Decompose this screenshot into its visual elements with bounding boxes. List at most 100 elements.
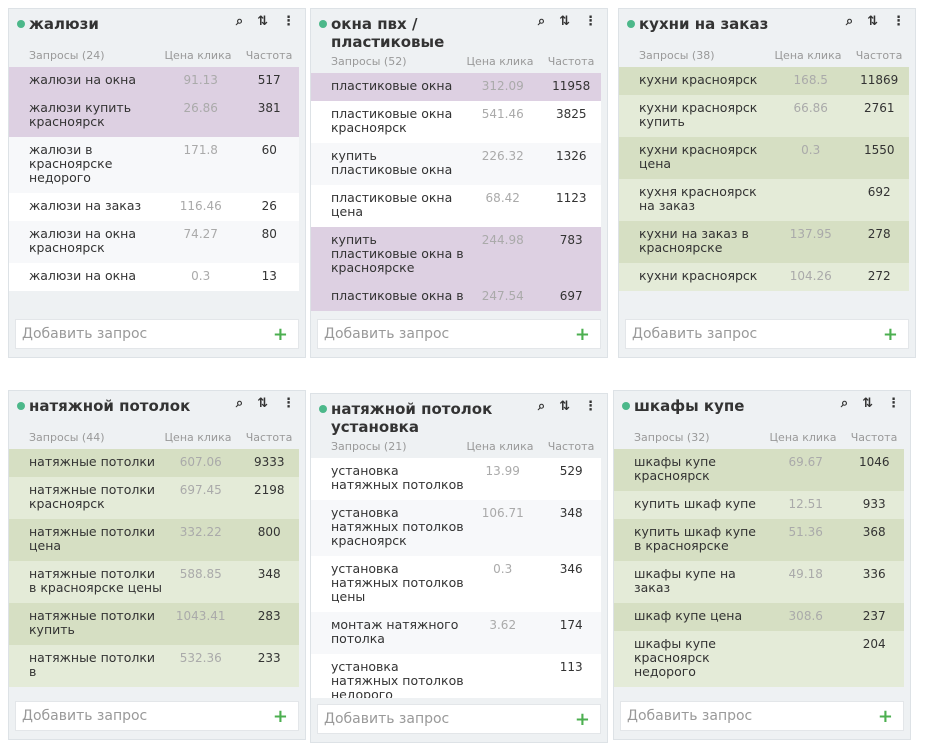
add-query-input[interactable]: Добавить запрос + [15, 319, 299, 349]
sort-icon[interactable]: ⇅ [257, 396, 268, 411]
table-row[interactable]: монтаж натяжного потолка 3.62 174 [311, 612, 601, 654]
col-frequency[interactable]: Частота [245, 431, 293, 444]
table-row[interactable]: купить шкаф купе 12.51 933 [614, 491, 904, 519]
frequency: 204 [862, 637, 886, 651]
table-row[interactable]: натяжные потолки в красноярске цены 588.… [9, 561, 299, 603]
table-row[interactable]: жалюзи купить красноярск 26.86 381 [9, 95, 299, 137]
table-row[interactable]: натяжные потолки в 532.36 233 [9, 645, 299, 687]
table-row[interactable]: шкафы купе красноярск недорого 204 [614, 631, 904, 687]
search-icon[interactable]: ⌕ [840, 396, 849, 411]
click-price: 168.5 [793, 73, 828, 87]
sort-icon[interactable]: ⇅ [862, 396, 873, 411]
table-row[interactable]: кухни красноярск 104.26 272 [619, 263, 909, 291]
col-price[interactable]: Цена клика [164, 49, 232, 62]
table-row[interactable]: шкаф купе цена 308.6 237 [614, 603, 904, 631]
table-row[interactable]: натяжные потолки 607.06 9333 [9, 449, 299, 477]
table-row[interactable]: купить пластиковые окна в красноярске 24… [311, 227, 601, 283]
more-menu-icon[interactable]: ⋮ [584, 399, 597, 414]
frequency: 348 [559, 506, 583, 520]
more-menu-icon[interactable]: ⋮ [282, 14, 295, 29]
group-title[interactable]: натяжной потолок [29, 397, 191, 415]
click-price [464, 660, 541, 698]
group-title[interactable]: окна пвх / пластиковые [331, 15, 445, 51]
col-price[interactable]: Цена клика [466, 55, 534, 68]
group-title[interactable]: натяжной потолок установка [331, 400, 493, 436]
column-headers: Запросы (52) Цена клика Частота [311, 51, 607, 73]
table-row[interactable]: жалюзи на окна 91.13 517 [9, 67, 299, 95]
col-queries[interactable]: Запросы (32) [634, 431, 710, 444]
table-row[interactable]: кухни красноярск купить 66.86 2761 [619, 95, 909, 137]
col-queries[interactable]: Запросы (44) [29, 431, 105, 444]
plus-icon[interactable]: + [272, 323, 288, 345]
table-row[interactable]: установка натяжных потолков недорого 113 [311, 654, 601, 698]
table-row[interactable]: купить шкаф купе в красноярске 51.36 368 [614, 519, 904, 561]
more-menu-icon[interactable]: ⋮ [584, 14, 597, 29]
plus-icon[interactable]: + [574, 708, 590, 730]
table-row[interactable]: пластиковые окна 312.09 11958 [311, 73, 601, 101]
table-row[interactable]: натяжные потолки красноярск 697.45 2198 [9, 477, 299, 519]
more-menu-icon[interactable]: ⋮ [887, 396, 900, 411]
col-queries[interactable]: Запросы (24) [29, 49, 105, 62]
sort-icon[interactable]: ⇅ [559, 14, 570, 29]
col-frequency[interactable]: Частота [850, 431, 898, 444]
table-row[interactable]: пластиковые окна в 247.54 697 [311, 283, 601, 311]
more-menu-icon[interactable]: ⋮ [892, 14, 905, 29]
search-icon[interactable]: ⌕ [537, 399, 546, 414]
col-price[interactable]: Цена клика [466, 440, 534, 453]
table-row[interactable]: кухни красноярск 168.5 11869 [619, 67, 909, 95]
col-price[interactable]: Цена клика [164, 431, 232, 444]
table-row[interactable]: жалюзи на окна красноярск 74.27 80 [9, 221, 299, 263]
query-text: кухни на заказ в красноярске [639, 226, 749, 255]
table-row[interactable]: кухни на заказ в красноярске 137.95 278 [619, 221, 909, 263]
table-row[interactable]: кухня красноярск на заказ 692 [619, 179, 909, 221]
search-icon[interactable]: ⌕ [537, 14, 546, 29]
add-query-input[interactable]: Добавить запрос + [317, 319, 601, 349]
group-title[interactable]: кухни на заказ [639, 15, 769, 33]
col-frequency[interactable]: Частота [547, 55, 595, 68]
table-row[interactable]: шкафы купе красноярск 69.67 1046 [614, 449, 904, 491]
add-query-input[interactable]: Добавить запрос + [625, 319, 909, 349]
table-row[interactable]: жалюзи на заказ 116.46 26 [9, 193, 299, 221]
group-title[interactable]: жалюзи [29, 15, 99, 33]
table-row[interactable]: жалюзи на окна 0.3 13 [9, 263, 299, 291]
add-query-input[interactable]: Добавить запрос + [620, 701, 904, 731]
query-text: пластиковые окна цена [331, 190, 453, 219]
table-row[interactable]: шкафы купе на заказ 49.18 336 [614, 561, 904, 603]
table-row[interactable]: жалюзи в красноярске недорого 171.8 60 [9, 137, 299, 193]
table-row[interactable]: пластиковые окна красноярск 541.46 3825 [311, 101, 601, 143]
frequency: 2761 [863, 101, 895, 115]
search-icon[interactable]: ⌕ [235, 14, 244, 29]
plus-icon[interactable]: + [272, 705, 288, 727]
table-row[interactable]: натяжные потолки купить 1043.41 283 [9, 603, 299, 645]
query-text: натяжные потолки красноярск [29, 482, 156, 511]
table-row[interactable]: натяжные потолки цена 332.22 800 [9, 519, 299, 561]
table-row[interactable]: установка натяжных потолков красноярск 1… [311, 500, 601, 556]
col-queries[interactable]: Запросы (38) [639, 49, 715, 62]
table-row[interactable]: купить пластиковые окна 226.32 1326 [311, 143, 601, 185]
col-queries[interactable]: Запросы (52) [331, 55, 407, 68]
col-frequency[interactable]: Частота [245, 49, 293, 62]
col-frequency[interactable]: Частота [547, 440, 595, 453]
plus-icon[interactable]: + [574, 323, 590, 345]
table-row[interactable]: установка натяжных потолков цены 0.3 346 [311, 556, 601, 612]
table-row[interactable]: пластиковые окна цена 68.42 1123 [311, 185, 601, 227]
group-title[interactable]: шкафы купе [634, 397, 745, 415]
more-menu-icon[interactable]: ⋮ [282, 396, 295, 411]
search-icon[interactable]: ⌕ [235, 396, 244, 411]
col-price[interactable]: Цена клика [769, 431, 837, 444]
plus-icon[interactable]: + [877, 705, 893, 727]
click-price: 1043.41 [175, 609, 226, 623]
add-query-placeholder: Добавить запрос [324, 326, 450, 342]
add-query-input[interactable]: Добавить запрос + [15, 701, 299, 731]
sort-icon[interactable]: ⇅ [867, 14, 878, 29]
table-row[interactable]: кухни красноярск цена 0.3 1550 [619, 137, 909, 179]
col-queries[interactable]: Запросы (21) [331, 440, 407, 453]
search-icon[interactable]: ⌕ [845, 14, 854, 29]
sort-icon[interactable]: ⇅ [559, 399, 570, 414]
plus-icon[interactable]: + [882, 323, 898, 345]
col-frequency[interactable]: Частота [855, 49, 903, 62]
table-row[interactable]: установка натяжных потолков 13.99 529 [311, 458, 601, 500]
sort-icon[interactable]: ⇅ [257, 14, 268, 29]
add-query-input[interactable]: Добавить запрос + [317, 704, 601, 734]
col-price[interactable]: Цена клика [774, 49, 842, 62]
